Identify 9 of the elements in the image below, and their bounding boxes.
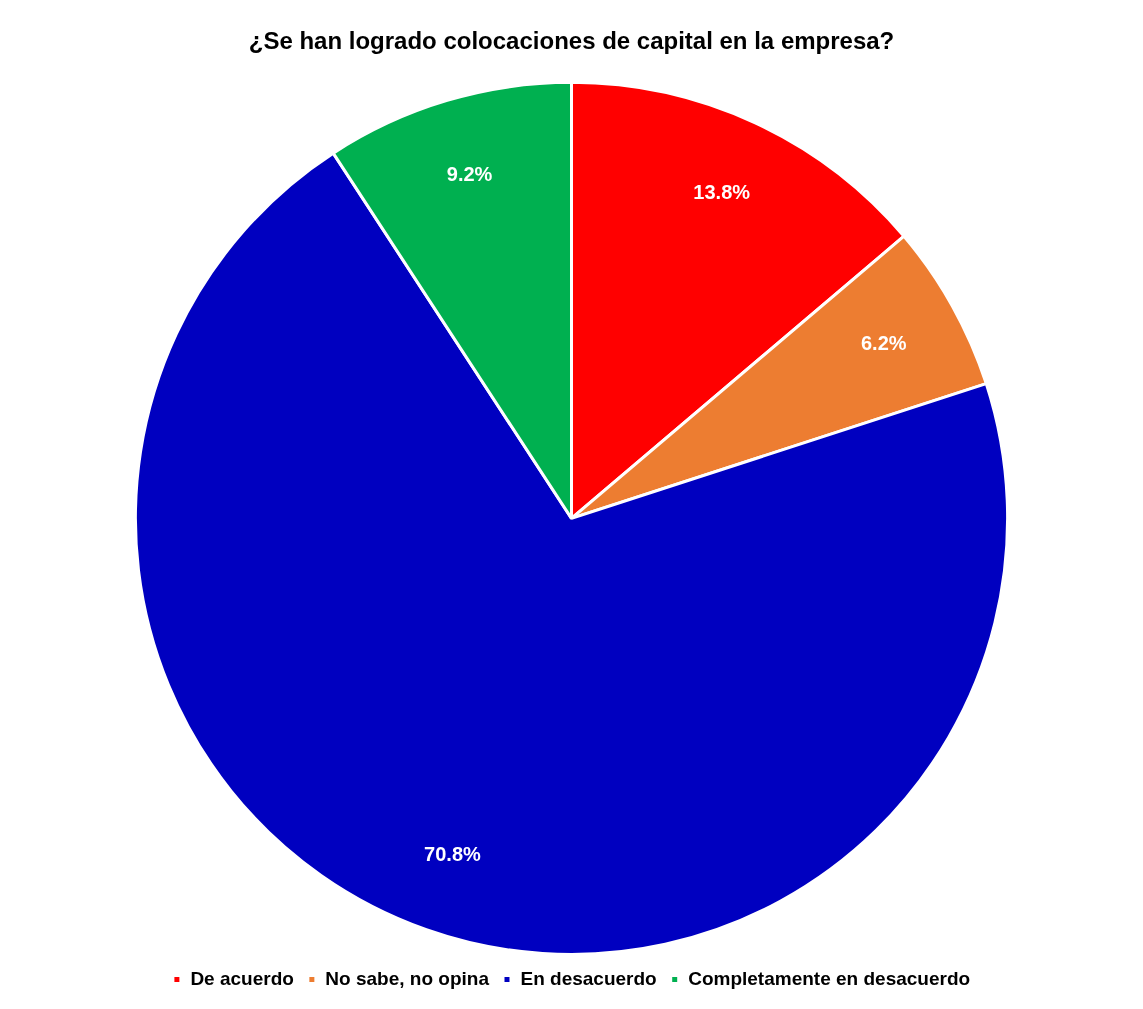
- legend-label: Completamente en desacuerdo: [688, 967, 971, 989]
- data-label: 9.2%: [446, 163, 493, 186]
- chart-title: ¿Se han logrado colocaciones de capital en la empresa?: [248, 27, 895, 55]
- data-label: 70.8%: [424, 843, 482, 866]
- data-label: 13.8%: [693, 181, 751, 204]
- legend-label: En desacuerdo: [520, 967, 657, 989]
- legend-label: De acuerdo: [190, 967, 294, 989]
- data-label: 6.2%: [860, 331, 907, 354]
- legend-label: No sabe, no opina: [325, 967, 490, 989]
